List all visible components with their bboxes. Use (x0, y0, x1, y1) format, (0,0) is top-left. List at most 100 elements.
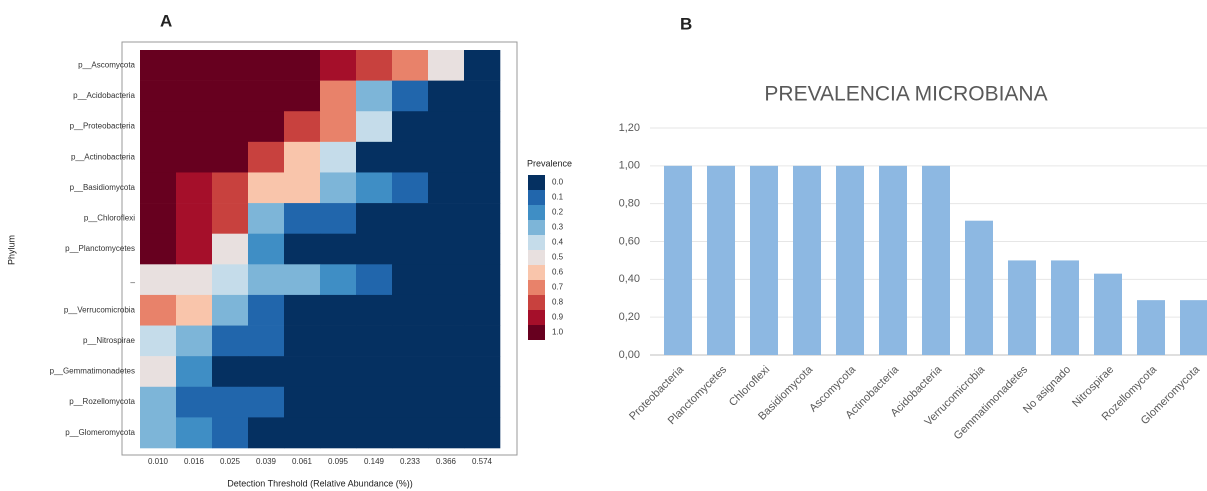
heatmap-cell (356, 325, 393, 357)
y-axis-label: Phylum (6, 235, 16, 265)
heatmap-cell (176, 356, 213, 388)
heatmap-cell (248, 141, 285, 173)
heatmap-cell (140, 50, 177, 81)
heatmap-cell (356, 233, 393, 265)
heatmap-cell (320, 111, 357, 143)
x-tick-label: 0.149 (364, 457, 385, 466)
heatmap-cell (464, 264, 501, 296)
x-tick-label: Nitrospirae (1070, 364, 1116, 410)
heatmap-cell (140, 233, 177, 265)
heatmap-cell (428, 80, 465, 112)
legend-swatch (528, 265, 545, 280)
y-tick-label: p__Proteobacteria (70, 122, 136, 131)
heatmap-cell (176, 325, 213, 357)
legend-label: 0.2 (552, 208, 564, 217)
y-tick-label: p__Verrucomicrobia (64, 305, 136, 314)
heatmap-cell (212, 325, 249, 357)
y-tick-label: p__Gemmatimonadetes (50, 367, 135, 376)
bar (922, 165, 950, 355)
heatmap-cell (428, 141, 465, 173)
heatmap-cell (428, 172, 465, 204)
heatmap-cell (212, 417, 249, 449)
legend-label: 0.7 (552, 283, 564, 292)
heatmap-cell (356, 294, 393, 326)
heatmap-cell (428, 264, 465, 296)
heatmap-cell (212, 203, 249, 234)
heatmap-cell (356, 386, 393, 418)
heatmap-cell (428, 50, 465, 81)
heatmap-cell (248, 50, 285, 81)
legend-label: 0.5 (552, 253, 564, 262)
panel-label: B (680, 14, 692, 33)
heatmap-cell (320, 356, 357, 388)
heatmap-cell (356, 264, 393, 296)
legend-label: 0.9 (552, 313, 564, 322)
heatmap-cell (140, 417, 177, 449)
heatmap-cell (176, 141, 213, 173)
heatmap-cell (356, 111, 393, 143)
heatmap-cell (464, 294, 501, 326)
heatmap-cell (320, 203, 357, 234)
heatmap-cell (248, 111, 285, 143)
x-tick-label: 0.039 (256, 457, 277, 466)
heatmap-cell (176, 203, 213, 234)
heatmap-cell (140, 111, 177, 143)
bar (1008, 260, 1036, 355)
y-tick-label: p__Actinobacteria (71, 152, 136, 161)
legend-swatch (528, 295, 545, 310)
heatmap-cell (428, 203, 465, 234)
heatmap-cell (320, 172, 357, 204)
legend-swatch (528, 325, 545, 340)
heatmap-cell (284, 172, 321, 204)
heatmap-cell (320, 264, 357, 296)
bar (664, 165, 692, 355)
legend-label: 0.1 (552, 193, 564, 202)
heatmap-cell (320, 417, 357, 449)
y-tick-label: p__Glomeromycota (65, 428, 135, 437)
heatmap-cell (284, 294, 321, 326)
heatmap-cell (140, 80, 177, 112)
heatmap-cell (212, 294, 249, 326)
heatmap-cell (320, 386, 357, 418)
heatmap-cell (284, 417, 321, 449)
legend-swatch (528, 205, 545, 220)
bar (707, 165, 735, 355)
x-axis-label: Detection Threshold (Relative Abundance … (227, 478, 412, 488)
heatmap-cell (392, 417, 429, 449)
heatmap-cell (392, 294, 429, 326)
heatmap-cell (464, 141, 501, 173)
heatmap-cell (140, 172, 177, 204)
heatmap-cell (320, 325, 357, 357)
bar (1137, 300, 1165, 355)
heatmap-cell (356, 203, 393, 234)
x-tick-label: 0.025 (220, 457, 241, 466)
heatmap-cell (248, 356, 285, 388)
bar (793, 165, 821, 355)
heatmap-cell (212, 172, 249, 204)
heatmap-cell (392, 325, 429, 357)
heatmap-cell (464, 417, 501, 449)
heatmap-cell (320, 141, 357, 173)
legend-swatch (528, 310, 545, 325)
heatmap-cell (356, 80, 393, 112)
heatmap-cell (212, 111, 249, 143)
heatmap-cell (140, 264, 177, 296)
heatmap-cell (176, 264, 213, 296)
heatmap-cell (212, 141, 249, 173)
heatmap-cell (176, 50, 213, 81)
heatmap-cell (356, 417, 393, 449)
y-tick-label: p__Planctomycetes (65, 244, 135, 253)
y-tick-label: 0,20 (619, 311, 640, 323)
heatmap-cell (248, 233, 285, 265)
heatmap-cell (464, 386, 501, 418)
legend-label: 0.0 (552, 178, 564, 187)
heatmap-cell (392, 264, 429, 296)
heatmap-cell (356, 172, 393, 204)
panel-label: A (160, 11, 172, 30)
heatmap-cell (320, 50, 357, 81)
heatmap-cell (464, 233, 501, 265)
heatmap-cell (464, 50, 501, 81)
heatmap-cell (248, 417, 285, 449)
x-tick-label: 0.061 (292, 457, 313, 466)
bar (965, 220, 993, 355)
